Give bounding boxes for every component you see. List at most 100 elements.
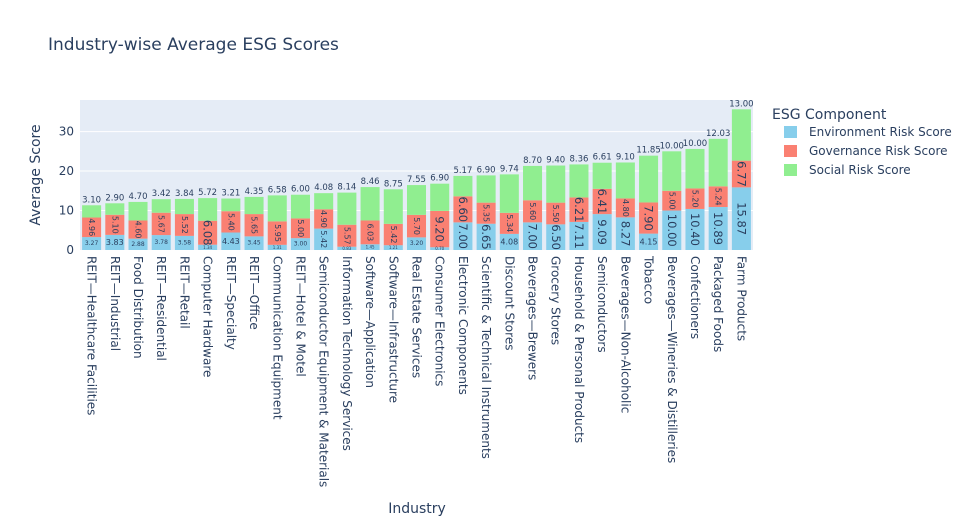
bar-segment[interactable]	[569, 197, 589, 222]
bar-segment[interactable]	[290, 238, 310, 250]
bar-segment[interactable]	[360, 187, 380, 221]
bar-segment[interactable]	[476, 223, 496, 250]
bar-segment[interactable]	[453, 222, 473, 250]
bar-segment[interactable]	[615, 217, 635, 250]
legend-item-label[interactable]: Environment Risk Score	[809, 125, 952, 139]
bar-segment[interactable]	[592, 214, 612, 250]
bar-segment[interactable]	[105, 234, 125, 250]
bar-segment[interactable]	[383, 223, 403, 246]
bar-segment[interactable]	[244, 214, 264, 237]
bar-segment[interactable]	[685, 188, 705, 209]
data-label: 4.60	[134, 221, 143, 239]
bar-segment[interactable]	[523, 165, 543, 201]
bar-segment[interactable]	[639, 202, 659, 234]
bar-segment[interactable]	[314, 228, 334, 250]
bar-segment[interactable]	[499, 174, 519, 213]
bar-segment[interactable]	[406, 214, 427, 238]
bar-segment[interactable]	[685, 148, 705, 189]
bar-segment[interactable]	[546, 165, 566, 203]
bar-segment[interactable]	[383, 189, 403, 224]
bar-segment[interactable]	[430, 247, 450, 250]
bar-segment[interactable]	[499, 233, 519, 250]
bar-segment[interactable]	[453, 175, 473, 197]
bar-segment[interactable]	[499, 212, 519, 234]
bar-segment[interactable]	[360, 220, 380, 245]
bar-segment[interactable]	[82, 237, 102, 250]
bar-segment[interactable]	[639, 155, 659, 203]
bar-segment[interactable]	[337, 224, 357, 247]
bar-segment[interactable]	[476, 175, 496, 203]
bar-segment[interactable]	[151, 212, 171, 236]
bar-segment[interactable]	[267, 221, 287, 245]
bar-segment[interactable]	[290, 194, 310, 219]
bar-segment[interactable]	[244, 236, 264, 250]
bar-segment[interactable]	[476, 202, 496, 224]
bar-segment[interactable]	[430, 210, 450, 248]
bar-segment[interactable]	[430, 183, 450, 211]
bar-segment[interactable]	[105, 203, 125, 215]
bar-segment[interactable]	[105, 214, 125, 235]
bar-segment[interactable]	[221, 198, 241, 212]
bar-segment[interactable]	[82, 205, 102, 218]
bar-segment[interactable]	[337, 246, 357, 250]
bar-segment[interactable]	[128, 201, 148, 221]
bar-segment[interactable]	[198, 198, 218, 221]
bar-segment[interactable]	[662, 210, 682, 250]
bar-segment[interactable]	[221, 232, 241, 250]
bar-segment[interactable]	[708, 138, 728, 187]
bar-segment[interactable]	[569, 164, 589, 198]
bar-segment[interactable]	[314, 193, 334, 210]
bar-segment[interactable]	[523, 222, 543, 250]
legend-item-label[interactable]: Social Risk Score	[809, 163, 911, 177]
bar-segment[interactable]	[360, 244, 380, 250]
bar-segment[interactable]	[128, 238, 148, 250]
bar-segment[interactable]	[314, 209, 334, 229]
bar-segment[interactable]	[708, 186, 728, 208]
bar-segment[interactable]	[151, 235, 171, 250]
bar-segment[interactable]	[174, 235, 194, 250]
bar-segment[interactable]	[615, 198, 635, 218]
legend-swatch[interactable]	[784, 126, 797, 138]
bar-segment[interactable]	[198, 220, 218, 245]
bar-segment[interactable]	[198, 244, 218, 250]
bar-segment[interactable]	[383, 245, 403, 250]
data-label: 8.27	[618, 221, 632, 247]
bar-segment[interactable]	[453, 196, 473, 223]
bar-segment[interactable]	[267, 195, 287, 222]
bar-segment[interactable]	[592, 162, 612, 189]
bar-segment[interactable]	[406, 237, 427, 250]
bar-segment[interactable]	[731, 160, 751, 188]
bar-segment[interactable]	[731, 187, 751, 250]
legend-swatch[interactable]	[784, 145, 797, 157]
bar-segment[interactable]	[569, 221, 589, 250]
bar-segment[interactable]	[592, 188, 612, 215]
legend-swatch[interactable]	[784, 164, 797, 176]
bar-segment[interactable]	[128, 220, 148, 239]
bar-segment[interactable]	[662, 151, 682, 191]
bar-segment[interactable]	[662, 190, 682, 211]
bar-segment[interactable]	[174, 214, 194, 236]
bar-segment[interactable]	[546, 202, 566, 225]
bar-segment[interactable]	[82, 217, 102, 238]
bar-segment[interactable]	[290, 218, 310, 239]
bar-segment[interactable]	[523, 200, 543, 223]
legend-item-label[interactable]: Governance Risk Score	[809, 144, 948, 158]
data-label: 5.17	[453, 166, 472, 176]
bar-segment[interactable]	[244, 196, 264, 215]
bar-segment[interactable]	[546, 224, 566, 250]
bar-segment[interactable]	[174, 198, 194, 215]
legend[interactable]: ESG Component Environment Risk Score Gove…	[772, 107, 952, 177]
bar-segment[interactable]	[406, 185, 427, 215]
bar-segment[interactable]	[639, 233, 659, 250]
x-tick-label: Scientific & Technical Instruments	[479, 256, 493, 459]
data-label: 0.83	[342, 246, 351, 251]
bar-segment[interactable]	[337, 192, 357, 225]
bar-segment[interactable]	[708, 207, 728, 250]
bar-segment[interactable]	[731, 109, 751, 161]
bar-segment[interactable]	[615, 162, 635, 199]
x-tick-label: REIT—Office	[247, 256, 261, 330]
bar-segment[interactable]	[685, 208, 705, 250]
bar-segment[interactable]	[267, 244, 287, 250]
bar-segment[interactable]	[221, 211, 241, 233]
bar-segment[interactable]	[151, 199, 171, 213]
